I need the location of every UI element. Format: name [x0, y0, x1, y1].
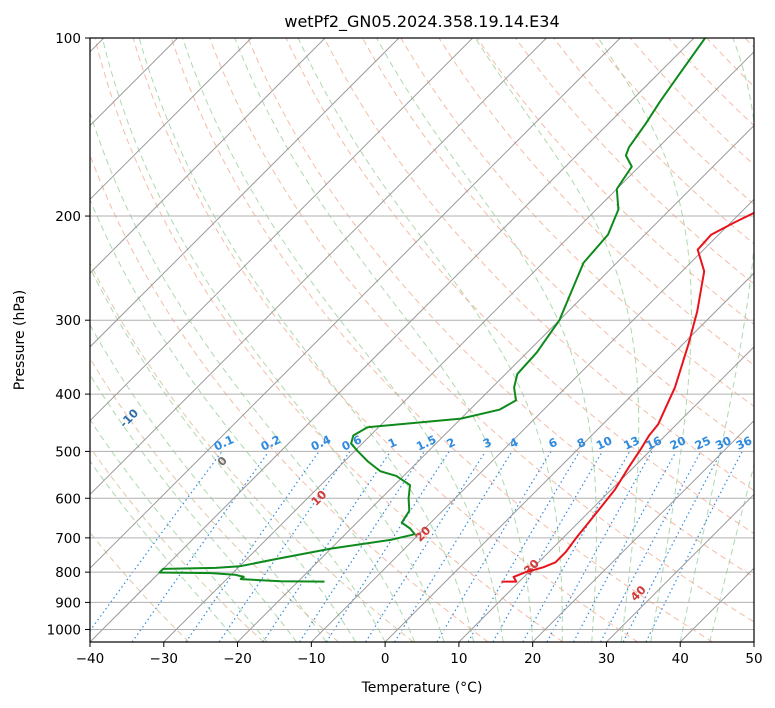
dry-adiabats — [90, 38, 754, 642]
dry-adiabat — [323, 38, 754, 492]
mixing-ratio-line — [572, 451, 677, 642]
dry-adiabat — [285, 38, 754, 535]
isotherm-line — [90, 38, 695, 642]
dry-adiabat — [170, 38, 713, 642]
moist-adiabat — [297, 38, 563, 642]
x-tick-label: 50 — [745, 651, 762, 667]
moist-adiabat — [90, 198, 386, 642]
plot-frame — [89, 37, 755, 643]
mixing-ratio-line — [436, 451, 552, 642]
y-tick-label: 100 — [55, 31, 81, 47]
temperature-profile-line — [501, 211, 754, 583]
skewed-isotherms — [90, 38, 754, 642]
mixing-ratio-label: 10 — [594, 433, 614, 452]
isotherm-line — [532, 419, 754, 642]
x-tick-label: 0 — [381, 651, 390, 667]
mixing-ratio-label: 30 — [713, 433, 733, 452]
plot-area: -100-90-80-70-60-50-40-30-20-10010203040… — [90, 38, 754, 642]
x-tick-label: −40 — [76, 651, 105, 667]
moist-adiabat — [376, 38, 597, 642]
x-tick-label: −10 — [297, 651, 326, 667]
moist-adiabat — [90, 323, 327, 642]
x-tick-label: 40 — [672, 651, 689, 667]
moist-adiabat — [182, 38, 504, 642]
mixing-ratio-line — [218, 451, 351, 642]
isotherm-line — [90, 38, 253, 201]
moist-adiabat — [90, 460, 238, 642]
y-tick-label: 1000 — [47, 622, 81, 638]
y-axis-ticks: 100 200 300 400 500 600 700 800 900 1000 — [47, 31, 90, 638]
dry-adiabat — [476, 38, 754, 325]
x-axis-label: Temperature (°C) — [361, 680, 483, 696]
mixing-ratio-label: 13 — [621, 433, 641, 452]
y-tick-label: 200 — [55, 209, 81, 225]
isotherm-line — [310, 198, 754, 642]
mixing-ratio-label: 20 — [668, 433, 688, 452]
mixing-ratio-line — [325, 451, 450, 642]
y-tick-label: 300 — [55, 313, 81, 329]
isotherm-line — [90, 38, 400, 348]
isotherm-line — [90, 38, 474, 422]
chart-title: wetPf2_GN05.2024.358.19.14.E34 — [284, 12, 559, 32]
moist-adiabat — [90, 110, 416, 642]
y-tick-label: 400 — [55, 387, 81, 403]
y-tick-label: 600 — [55, 491, 81, 507]
moist-adiabat — [709, 463, 754, 642]
y-axis-label: Pressure (hPa) — [12, 290, 28, 390]
mixing-ratio-line — [546, 451, 653, 642]
isotherm-line — [237, 124, 754, 642]
dry-adiabat — [94, 38, 564, 642]
mixing-ratio-line — [262, 451, 392, 642]
y-tick-label: 900 — [55, 595, 81, 611]
mixing-ratio-label: 25 — [692, 433, 712, 452]
moist-adiabat — [90, 266, 357, 642]
x-tick-label: 30 — [598, 651, 615, 667]
isotherm-line — [458, 346, 754, 642]
moist-adiabat — [90, 373, 297, 642]
isotherm-line — [90, 38, 548, 496]
dry-adiabat — [515, 38, 754, 285]
moist-adiabat — [679, 38, 754, 642]
mixing-ratio-line — [467, 451, 581, 642]
moist-adiabat — [474, 38, 640, 642]
moist-adiabat — [597, 38, 692, 642]
moist-adiabat — [234, 38, 534, 642]
dry-adiabat — [209, 38, 754, 623]
moist-adiabat — [101, 38, 445, 642]
x-axis-ticks: −40 −30 −20 −10 0 10 20 30 40 50 — [76, 642, 763, 667]
moist-adiabats — [90, 38, 754, 642]
isotherm-line — [163, 51, 754, 642]
moist-adiabat — [90, 418, 268, 642]
dry-adiabat — [132, 38, 639, 642]
dry-adiabat — [247, 38, 754, 578]
mixing-ratio-line — [365, 451, 486, 642]
x-tick-label: 10 — [450, 651, 467, 667]
y-tick-label: 700 — [55, 531, 81, 547]
sounding-profiles — [158, 38, 754, 583]
mixing-ratio-line — [185, 451, 320, 642]
moist-adiabat — [138, 38, 475, 642]
isotherm-line — [90, 38, 621, 569]
pressure-grid — [90, 215, 754, 630]
isotherm-line — [606, 493, 754, 642]
x-tick-label: 20 — [524, 651, 541, 667]
isotherm-line — [90, 38, 326, 274]
dewpoint-profile-line — [158, 38, 706, 583]
y-tick-label: 500 — [55, 444, 81, 460]
mixing-ratio-line — [299, 451, 425, 642]
x-tick-label: −30 — [150, 651, 179, 667]
y-tick-label: 800 — [55, 565, 81, 581]
x-tick-label: −20 — [223, 651, 252, 667]
mixing-ratio-label: 36 — [734, 433, 754, 452]
dry-adiabat — [90, 261, 414, 642]
dry-adiabat — [90, 446, 265, 642]
